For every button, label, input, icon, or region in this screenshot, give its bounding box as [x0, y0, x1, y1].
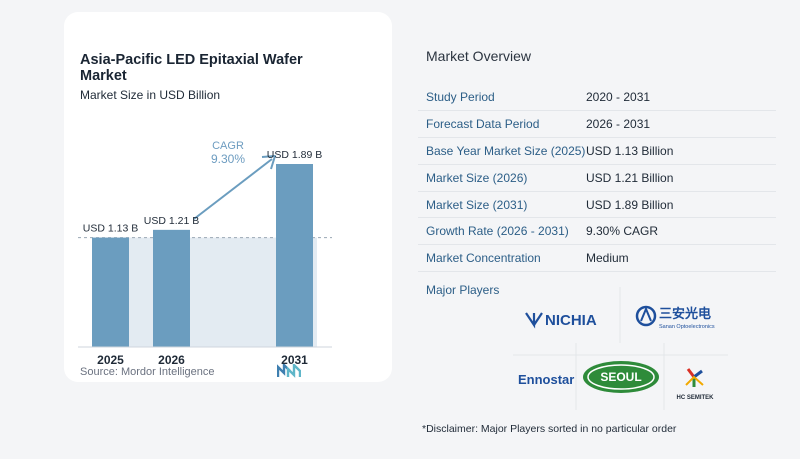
chart-title: Asia-Pacific LED Epitaxial Wafer Market	[80, 52, 303, 84]
bar-2025	[92, 237, 129, 347]
overview-title: Market Overview	[426, 48, 532, 64]
chart-subtitle: Market Size in USD Billion	[80, 88, 221, 102]
players-logo-grid: NICHIA 三安光电 Sanan Optoelectronics Ennost…	[513, 287, 728, 410]
seoul-logo: SEOUL	[583, 361, 659, 393]
row-value: 9.30% CAGR	[586, 217, 776, 246]
row-key: Study Period	[418, 84, 586, 112]
bar-2031	[276, 164, 313, 347]
row-key: Market Size (2026)	[418, 164, 586, 192]
chart-canvas: CAGR 9.30% USD 1.13 B 2025 USD 1.21 B 2026 U…	[78, 140, 332, 367]
hc-semitek-logo: HC SEMITEK	[676, 368, 714, 401]
row-value: USD 1.21 Billion	[586, 164, 776, 192]
table-row: Market Size (2026) USD 1.21 Billion	[418, 164, 776, 192]
row-value: 2020 - 2031	[586, 84, 776, 112]
row-key: Forecast Data Period	[418, 110, 586, 139]
row-value: 2026 - 2031	[586, 110, 776, 139]
hc-semitek-name: HC SEMITEK	[676, 395, 714, 401]
table-row: Market Concentration Medium	[418, 244, 776, 273]
row-value: USD 1.89 Billion	[586, 191, 776, 219]
market-overview-panel: Market Overview Study Period 2020 - 2031 …	[418, 0, 778, 459]
row-value: Medium	[586, 244, 776, 273]
data-label-2031: USD 1.89 B	[267, 149, 322, 161]
cagr-label: CAGR	[212, 140, 244, 152]
disclaimer: *Disclaimer: Major Players sorted in no …	[422, 423, 677, 435]
table-row: Market Size (2031) USD 1.89 Billion	[418, 191, 776, 219]
row-value: USD 1.13 Billion	[586, 137, 776, 165]
row-key: Growth Rate (2026 - 2031)	[418, 217, 586, 246]
data-label-2025: USD 1.13 B	[83, 223, 138, 235]
row-key: Market Concentration	[418, 244, 586, 273]
cagr-value: 9.30%	[211, 152, 245, 166]
sanan-name-en: Sanan Optoelectronics	[659, 324, 715, 330]
tick-label-2025: 2025	[97, 353, 124, 367]
table-row: Growth Rate (2026 - 2031) 9.30% CAGR	[418, 217, 776, 246]
table-row: Forecast Data Period 2026 - 2031	[418, 110, 776, 139]
nichia-logo: NICHIA	[525, 312, 597, 329]
nichia-name: NICHIA	[545, 312, 597, 329]
table-row: Study Period 2020 - 2031	[418, 84, 776, 112]
ennostar-logo: Ennostar	[518, 372, 574, 387]
sanan-logo: 三安光电 Sanan Optoelectronics	[635, 305, 715, 330]
cagr-arrowhead	[261, 155, 276, 170]
tick-label-2026: 2026	[158, 353, 185, 367]
chart-card: CAGR 9.30% USD 1.13 B 2025 USD 1.21 B 2026 U…	[64, 12, 392, 382]
table-row: Base Year Market Size (2025) USD 1.13 Bil…	[418, 137, 776, 165]
seoul-name: SEOUL	[600, 370, 641, 384]
cagr-arrow	[193, 158, 273, 220]
sanan-name-cn: 三安光电	[659, 306, 711, 322]
players-title: Major Players	[426, 283, 500, 297]
overview-table: Study Period 2020 - 2031 Forecast Data Pe…	[418, 84, 776, 273]
bar-2026	[153, 229, 190, 347]
row-key: Market Size (2031)	[418, 191, 586, 219]
source-note: Source: Mordor Intelligence	[80, 366, 215, 378]
tick-label-2031: 2031	[281, 353, 308, 367]
data-label-2026: USD 1.21 B	[144, 215, 199, 227]
mordor-logo-icon	[277, 364, 301, 378]
row-key: Base Year Market Size (2025)	[418, 137, 586, 165]
